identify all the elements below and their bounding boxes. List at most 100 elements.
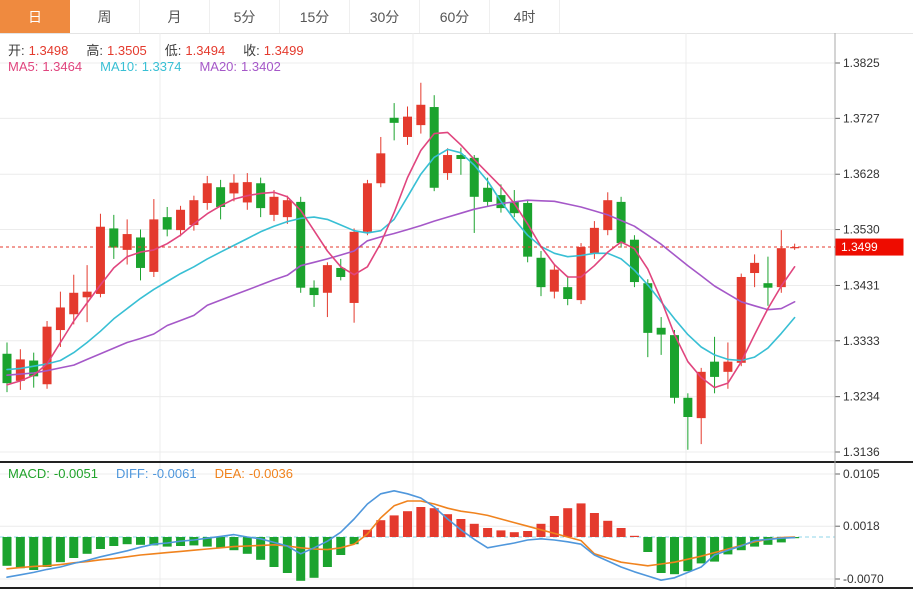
candle[interactable] [296, 201, 306, 288]
macd-histogram-bar[interactable] [696, 537, 706, 564]
macd-histogram-bar[interactable] [349, 537, 359, 545]
candle[interactable] [309, 287, 319, 296]
candle[interactable] [336, 267, 346, 277]
tab-timeframe-6[interactable]: 30分 [350, 0, 420, 33]
candle[interactable] [416, 104, 426, 126]
candle[interactable] [42, 326, 52, 385]
macd-histogram-bar[interactable] [55, 537, 65, 563]
macd-histogram-bar[interactable] [69, 537, 79, 558]
macd-histogram-bar[interactable] [710, 537, 720, 562]
candle[interactable] [15, 359, 25, 381]
macd-histogram-bar[interactable] [189, 537, 199, 546]
candle[interactable] [563, 287, 573, 299]
macd-histogram-bar[interactable] [509, 532, 519, 537]
macd-histogram-bar[interactable] [603, 520, 613, 537]
candle[interactable] [176, 209, 186, 231]
macd-histogram-bar[interactable] [389, 515, 399, 537]
candle[interactable] [122, 234, 132, 250]
macd-histogram-bar[interactable] [403, 511, 412, 537]
candle[interactable] [549, 269, 559, 292]
candle[interactable] [776, 248, 786, 288]
candle[interactable] [202, 183, 212, 204]
macd-histogram-bar[interactable] [629, 535, 639, 537]
macd-histogram-bar[interactable] [202, 537, 212, 547]
candle[interactable] [576, 247, 586, 301]
tab-timeframe-7[interactable]: 60分 [420, 0, 490, 33]
macd-histogram-bar[interactable] [162, 537, 172, 547]
candle[interactable] [443, 155, 453, 174]
candle[interactable] [269, 196, 279, 215]
candle[interactable] [216, 187, 226, 207]
macd-histogram-bar[interactable] [589, 513, 599, 537]
candle[interactable] [643, 283, 653, 333]
macd-histogram-bar[interactable] [229, 537, 239, 551]
tab-timeframe-2[interactable]: 周 [70, 0, 140, 33]
macd-histogram-bar[interactable] [496, 530, 506, 537]
candle[interactable] [362, 183, 372, 232]
macd-histogram-bar[interactable] [15, 537, 25, 569]
macd-histogram-bar[interactable] [296, 537, 306, 581]
candle[interactable] [429, 107, 439, 188]
candle[interactable] [95, 226, 105, 294]
macd-histogram-bar[interactable] [416, 507, 426, 537]
macd-histogram-bar[interactable] [549, 516, 559, 537]
macd-histogram-bar[interactable] [336, 537, 346, 555]
tab-timeframe-4[interactable]: 5分 [210, 0, 280, 33]
macd-histogram-bar[interactable] [616, 528, 626, 537]
candle[interactable] [322, 265, 332, 293]
macd-histogram-bar[interactable] [456, 519, 466, 537]
candle[interactable] [149, 219, 159, 272]
macd-histogram-bar[interactable] [776, 537, 786, 543]
macd-histogram-bar[interactable] [256, 537, 266, 560]
candle[interactable] [790, 247, 800, 249]
candle[interactable] [509, 201, 519, 214]
macd-histogram-bar[interactable] [42, 537, 52, 567]
candle[interactable] [229, 182, 239, 194]
macd-histogram-bar[interactable] [309, 537, 319, 578]
macd-histogram-bar[interactable] [29, 537, 39, 570]
candle[interactable] [256, 183, 266, 209]
macd-histogram-bar[interactable] [376, 520, 386, 537]
candle[interactable] [389, 117, 399, 123]
macd-histogram-bar[interactable] [322, 537, 332, 567]
candle[interactable] [403, 116, 412, 137]
macd-histogram-bar[interactable] [576, 503, 586, 537]
macd-histogram-bar[interactable] [136, 537, 145, 545]
candle[interactable] [349, 231, 359, 303]
candle[interactable] [242, 182, 252, 203]
tab-timeframe-5[interactable]: 15分 [280, 0, 350, 33]
macd-histogram-bar[interactable] [736, 537, 746, 551]
macd-histogram-bar[interactable] [723, 537, 733, 555]
macd-histogram-bar[interactable] [683, 537, 693, 572]
candle[interactable] [189, 200, 199, 226]
candle[interactable] [483, 187, 493, 202]
candle[interactable] [656, 327, 666, 335]
macd-histogram-bar[interactable] [763, 537, 773, 545]
candle[interactable] [670, 335, 679, 398]
candle[interactable] [469, 157, 479, 197]
candle[interactable] [282, 200, 292, 218]
macd-histogram-bar[interactable] [670, 537, 679, 575]
macd-histogram-bar[interactable] [109, 537, 119, 546]
macd-histogram-bar[interactable] [282, 537, 292, 573]
macd-histogram-bar[interactable] [216, 537, 226, 548]
tab-timeframe-3[interactable]: 月 [140, 0, 210, 33]
macd-histogram-bar[interactable] [429, 508, 439, 537]
macd-histogram-bar[interactable] [149, 537, 159, 546]
tab-timeframe-1[interactable]: 日 [0, 0, 70, 33]
candle[interactable] [750, 262, 760, 274]
macd-histogram-bar[interactable] [2, 537, 12, 566]
candle[interactable] [2, 353, 12, 384]
macd-histogram-bar[interactable] [563, 508, 573, 537]
macd-histogram-bar[interactable] [443, 514, 453, 537]
macd-histogram-bar[interactable] [656, 537, 666, 573]
candle[interactable] [616, 201, 626, 244]
macd-histogram-bar[interactable] [122, 537, 132, 545]
macd-histogram-bar[interactable] [469, 523, 479, 537]
candle[interactable] [589, 227, 599, 254]
candle[interactable] [683, 397, 693, 417]
candle[interactable] [723, 361, 733, 372]
candle[interactable] [376, 153, 386, 184]
macd-histogram-bar[interactable] [269, 537, 279, 567]
macd-histogram-bar[interactable] [483, 528, 493, 537]
